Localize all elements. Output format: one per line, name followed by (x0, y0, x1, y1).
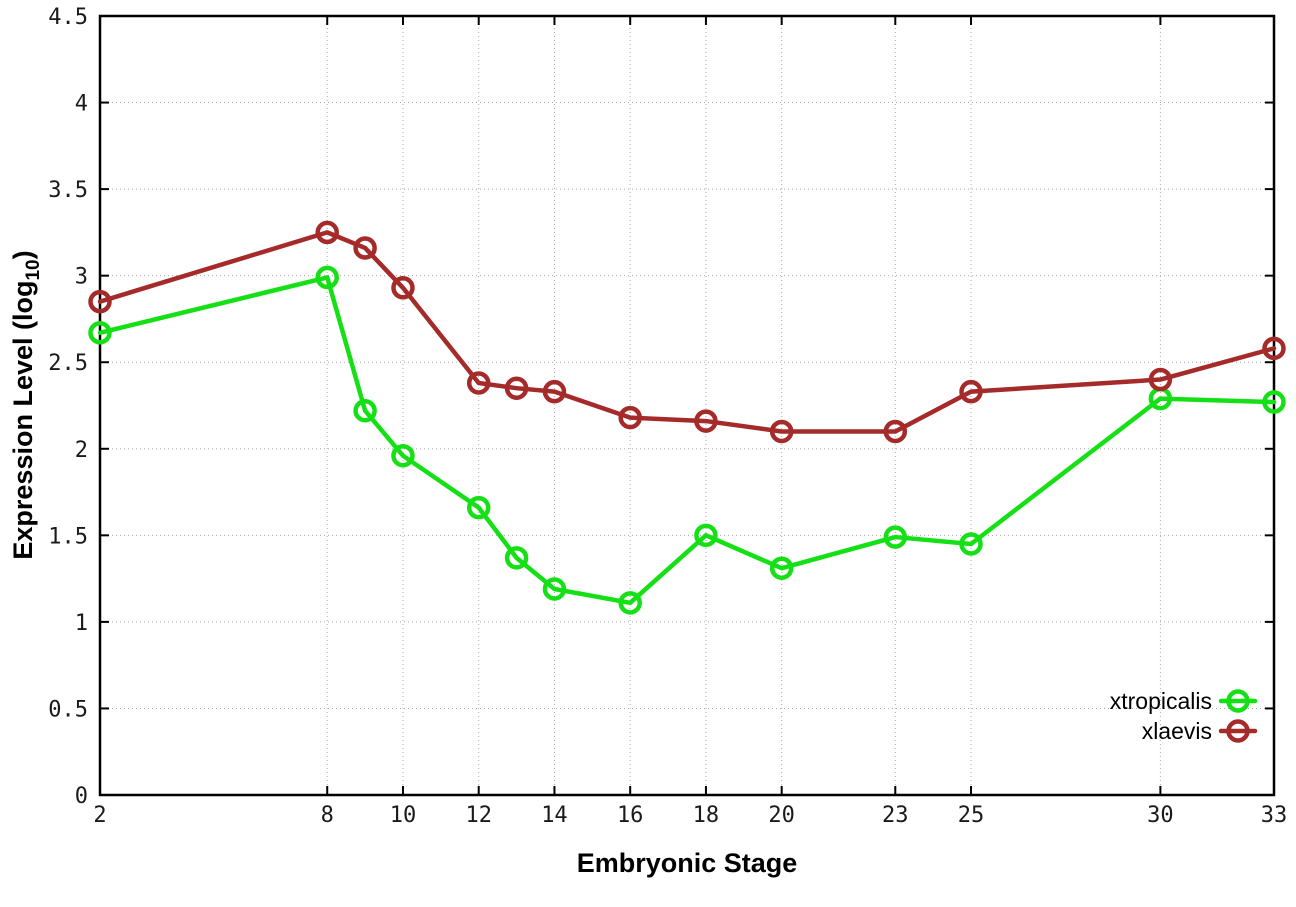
data-point-xtropicalis-stage-18 (694, 523, 718, 548)
y-tick-label: 1 (75, 611, 88, 636)
y-axis-title-text: Expression Level (log10) (8, 250, 44, 559)
legend-item-xlaevis: xlaevis (1142, 718, 1258, 744)
data-point-xlaevis-stage-25 (959, 379, 983, 404)
data-point-xlaevis-stage-13 (504, 376, 529, 400)
data-point-xlaevis-stage-33 (1262, 336, 1286, 361)
legend-item-xtropicalis: xtropicalis (1110, 688, 1258, 714)
data-point-xtropicalis-stage-14 (542, 577, 567, 601)
data-point-xlaevis-stage-23 (883, 419, 908, 444)
y-tick-label: 4 (75, 92, 88, 117)
data-point-xtropicalis-stage-10 (391, 443, 415, 468)
data-series (88, 220, 1286, 615)
data-point-xlaevis-stage-14 (542, 379, 567, 404)
x-tick-label: 10 (390, 803, 417, 828)
plot-border (98, 14, 1276, 797)
x-tick-label: 16 (617, 803, 644, 828)
data-point-xtropicalis-stage-12 (466, 495, 491, 520)
legend-label-xtropicalis: xtropicalis (1110, 688, 1212, 714)
data-point-xlaevis-stage-18 (694, 409, 718, 433)
y-tick-label: 0.5 (48, 697, 88, 722)
data-point-xlaevis-stage-2 (88, 289, 112, 314)
data-point-xtropicalis-stage-20 (769, 556, 794, 580)
x-tick-label: 2 (93, 803, 106, 828)
series-line-xlaevis (97, 230, 1277, 434)
y-tick-label: 3 (75, 265, 88, 290)
data-point-xlaevis-stage-9 (353, 236, 377, 260)
y-tick-label: 4.5 (48, 5, 88, 30)
data-point-xlaevis-stage-8 (315, 220, 339, 245)
data-point-xlaevis-stage-30 (1148, 367, 1173, 392)
data-point-xlaevis-stage-20 (769, 419, 794, 444)
x-tick-label: 12 (465, 803, 492, 828)
data-point-xtropicalis-stage-2 (88, 321, 112, 345)
data-point-xtropicalis-stage-25 (959, 532, 983, 556)
data-point-xtropicalis-stage-13 (504, 546, 529, 570)
y-tick-label: 2 (75, 438, 88, 463)
data-point-xtropicalis-stage-9 (353, 398, 377, 423)
legend: xtropicalis xlaevis (1110, 688, 1258, 744)
x-tick-label: 18 (693, 803, 720, 828)
x-tick-label: 23 (882, 803, 909, 828)
y-tick-label: 1.5 (48, 524, 88, 549)
y-tick-label: 0 (75, 784, 88, 809)
legend-marker-icon (1226, 719, 1250, 743)
x-tick-label: 30 (1147, 803, 1174, 828)
y-tick-label: 2.5 (48, 351, 88, 376)
axis-tick-labels: 2 8 10 12 14 16 18 20 23 25 30 33 0 0.5 1 1.5 2 2.5 3 3.5 4 4… (48, 5, 1287, 828)
legend-marker-icon (1226, 689, 1250, 713)
data-point-xlaevis-stage-12 (466, 371, 491, 395)
data-point-xtropicalis-stage-16 (618, 591, 642, 615)
x-tick-label: 33 (1261, 803, 1288, 828)
x-axis-title: Embryonic Stage (577, 848, 798, 878)
data-point-xtropicalis-stage-33 (1262, 390, 1286, 414)
axis-ticks (99, 15, 1275, 796)
data-point-xlaevis-stage-10 (391, 276, 415, 300)
plot-border-rect (98, 14, 1276, 797)
x-tick-label: 8 (321, 803, 334, 828)
data-point-xlaevis-stage-16 (618, 405, 642, 430)
data-point-xtropicalis-stage-8 (315, 265, 339, 290)
grid-lines (100, 16, 1274, 795)
y-tick-label: 3.5 (48, 178, 88, 203)
x-tick-label: 20 (768, 803, 795, 828)
x-tick-label: 25 (958, 803, 985, 828)
y-axis-title: Expression Level (log10) (8, 250, 44, 559)
data-point-xtropicalis-stage-23 (883, 525, 908, 549)
x-tick-label: 14 (541, 803, 568, 828)
legend-label-xlaevis: xlaevis (1142, 718, 1212, 744)
series-line-xtropicalis (97, 275, 1277, 606)
